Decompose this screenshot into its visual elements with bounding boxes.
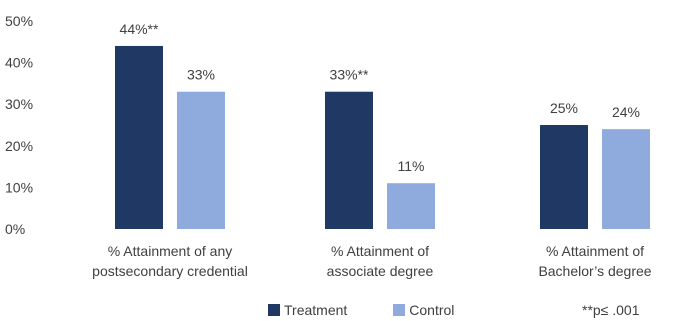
y-tick-label: 40% xyxy=(5,55,33,71)
legend-label-control: Control xyxy=(409,302,455,318)
y-tick-label: 50% xyxy=(5,13,33,29)
y-tick-label: 30% xyxy=(5,96,33,112)
y-tick-label: 10% xyxy=(5,179,33,195)
data-label: 25% xyxy=(550,100,578,116)
legend-swatch-control xyxy=(393,304,406,316)
bar-control xyxy=(602,129,650,229)
y-tick-label: 20% xyxy=(5,138,33,154)
bar-control xyxy=(387,183,435,229)
data-label: 44%** xyxy=(120,21,159,37)
legend-item-control: Control xyxy=(393,302,454,318)
bar-treatment xyxy=(540,125,588,229)
category-label: % Attainment of xyxy=(546,243,644,259)
category-label: associate degree xyxy=(327,263,434,279)
category-label: % Attainment of any xyxy=(108,243,233,259)
data-label: 11% xyxy=(398,158,425,174)
bar-control xyxy=(177,91,225,229)
legend: Treatment Control xyxy=(268,300,500,320)
data-label: 24% xyxy=(612,104,640,120)
legend-item-treatment: Treatment xyxy=(268,302,347,318)
bar-chart: 0% 10% 20% 30% 40% 50% 44%** 33% % Attainment of… xyxy=(5,13,652,279)
category-label: % Attainment of xyxy=(331,243,429,259)
data-label: 33%** xyxy=(330,67,369,83)
significance-note: **p≤ .001 xyxy=(582,302,640,318)
category-label: Bachelor’s degree xyxy=(538,263,651,279)
y-tick-label: 0% xyxy=(5,221,25,237)
bar-treatment xyxy=(325,91,373,229)
category-label: postsecondary credential xyxy=(92,263,248,279)
legend-swatch-treatment xyxy=(268,304,280,316)
data-label: 33% xyxy=(187,67,215,83)
bar-treatment xyxy=(115,45,163,230)
legend-label-treatment: Treatment xyxy=(284,302,348,318)
